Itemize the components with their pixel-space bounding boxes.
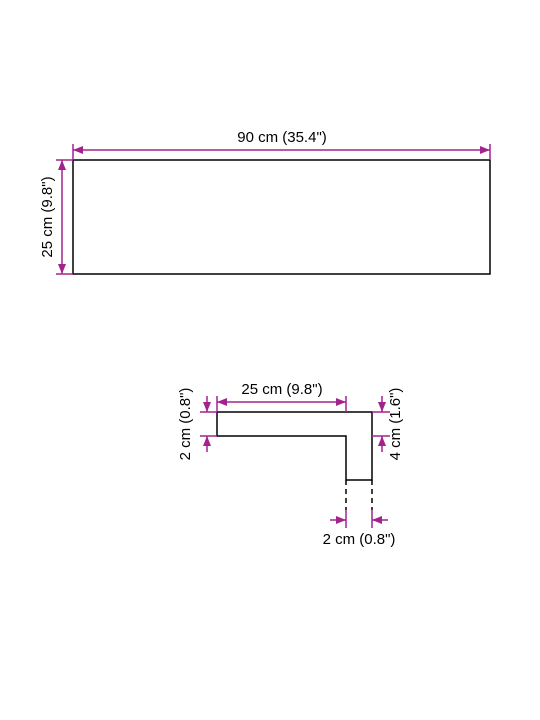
top-height-dim: 25 cm (9.8") [39, 160, 73, 274]
top-rect [73, 160, 490, 274]
profile-left-dim: 2 cm (0.8") [177, 388, 217, 461]
profile-right-label: 4 cm (1.6") [387, 388, 404, 461]
top-width-label: 90 cm (35.4") [237, 129, 327, 146]
profile-right-dim: 4 cm (1.6") [372, 388, 404, 461]
profile-view: 25 cm (9.8") 4 cm (1.6") 2 cm (0.8") [177, 381, 404, 548]
profile-bottom-label: 2 cm (0.8") [323, 531, 396, 548]
profile-top-dim: 25 cm (9.8") [217, 381, 346, 412]
top-width-dim: 90 cm (35.4") [73, 129, 490, 160]
profile-bottom-dim: 2 cm (0.8") [323, 510, 396, 548]
top-view: 90 cm (35.4") 25 cm (9.8") [39, 129, 490, 274]
dimension-diagram: 90 cm (35.4") 25 cm (9.8") 25 cm (9.8") [0, 0, 540, 720]
profile-top-label: 25 cm (9.8") [241, 381, 322, 398]
top-height-label: 25 cm (9.8") [39, 176, 56, 257]
profile-left-label: 2 cm (0.8") [177, 388, 194, 461]
profile-outline [217, 412, 372, 480]
